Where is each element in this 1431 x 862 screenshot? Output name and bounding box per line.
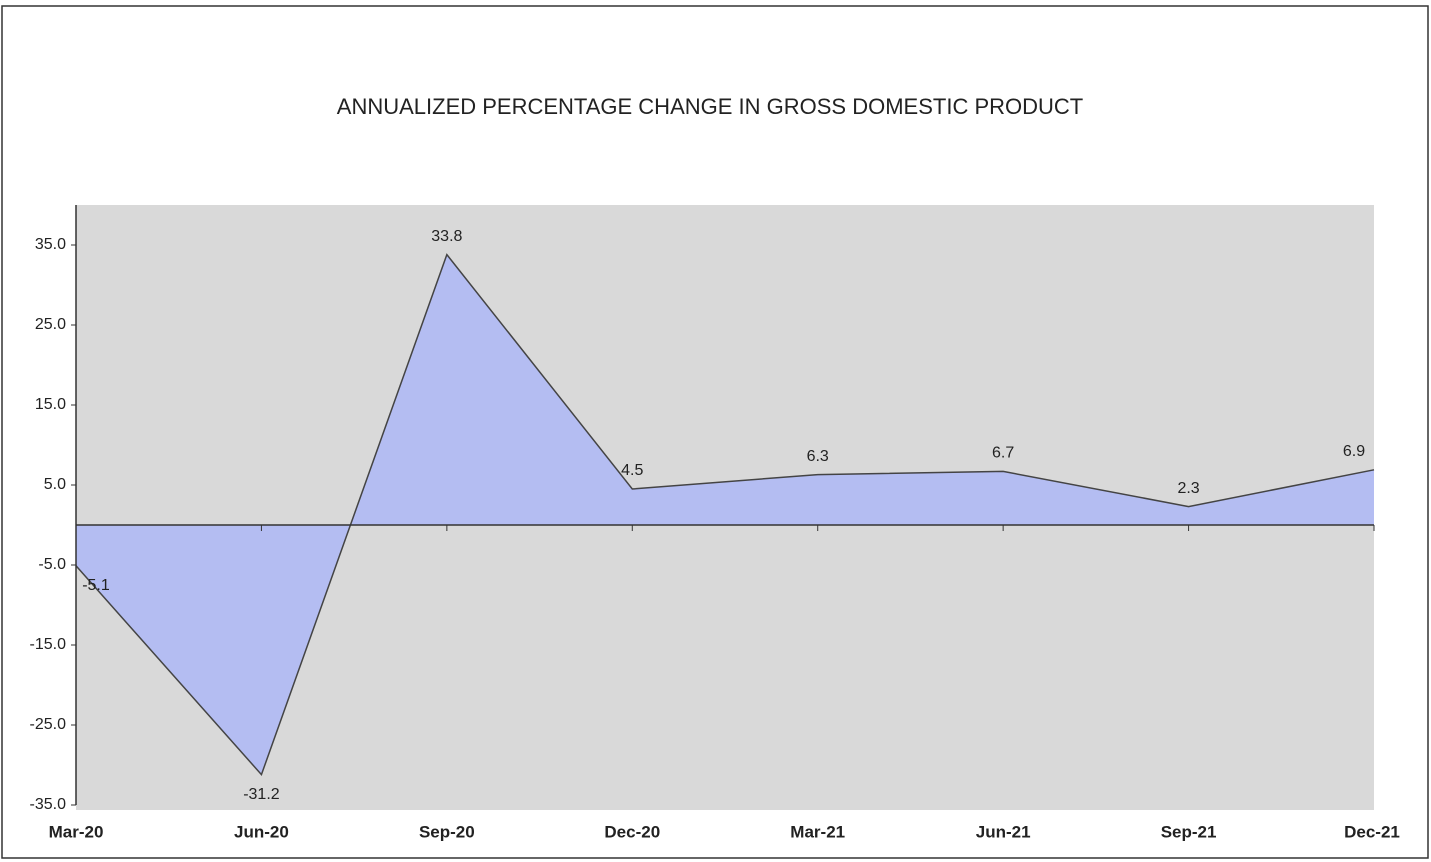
y-tick-label: -5.0 xyxy=(38,556,66,573)
y-tick-label: 5.0 xyxy=(44,476,66,493)
x-tick-label: Dec-20 xyxy=(604,822,660,841)
x-tick-label: Dec-21 xyxy=(1344,822,1400,841)
data-label: -5.1 xyxy=(82,577,110,594)
chart-title: ANNUALIZED PERCENTAGE CHANGE IN GROSS DO… xyxy=(337,94,1083,119)
y-tick-label: -35.0 xyxy=(30,796,67,813)
x-tick-label: Mar-21 xyxy=(790,822,845,841)
data-label: 2.3 xyxy=(1177,480,1199,497)
x-tick-label: Jun-21 xyxy=(976,822,1031,841)
y-tick-label: 35.0 xyxy=(35,236,66,253)
y-tick-label: 15.0 xyxy=(35,396,66,413)
x-tick-label: Sep-21 xyxy=(1161,822,1217,841)
x-tick-label: Jun-20 xyxy=(234,822,289,841)
x-tick-label: Sep-20 xyxy=(419,822,475,841)
y-tick-label: -25.0 xyxy=(30,716,67,733)
data-label: 6.3 xyxy=(807,448,829,465)
data-label: 6.7 xyxy=(992,445,1014,462)
area-line xyxy=(75,253,1375,777)
y-tick-label: 25.0 xyxy=(35,316,66,333)
y-tick-label: -15.0 xyxy=(30,636,67,653)
data-label: 4.5 xyxy=(621,462,643,479)
data-label: 6.9 xyxy=(1343,443,1365,460)
data-label: 33.8 xyxy=(431,228,462,245)
x-tick-label: Mar-20 xyxy=(49,822,104,841)
data-label: -31.2 xyxy=(243,786,280,803)
